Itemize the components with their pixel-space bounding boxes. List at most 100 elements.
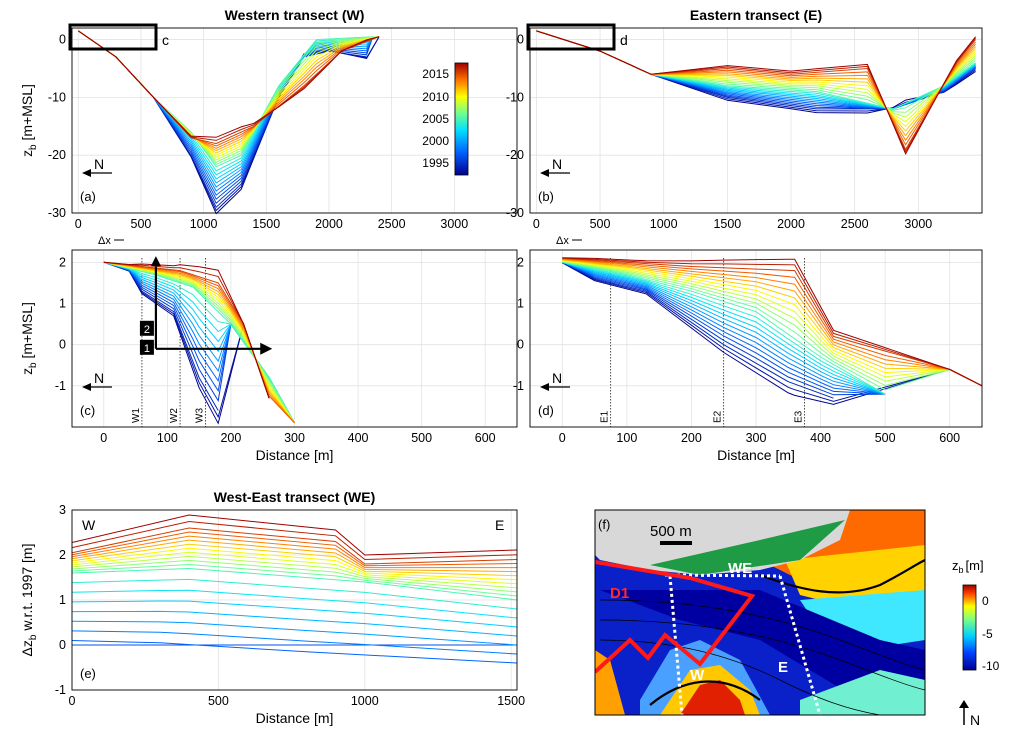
y-tick-label: -1 [55,683,66,697]
series-line-2005 [71,567,518,601]
y-axis-label-rest: [m+MSL] [19,302,35,362]
x-tick-label: 1500 [252,217,280,231]
y-axis-label-rest: w.r.t. 1997 [m] [19,544,35,635]
x-tick-label: 1500 [713,217,741,231]
map-dune-green [650,520,845,575]
end-label-west: W [82,517,96,533]
series-line-2014 [562,258,983,387]
y-tick-label: 1 [59,297,66,311]
zoom-inset-label: d [620,32,628,48]
map-colorbar-title-unit: [m] [966,558,984,573]
series-line-1994 [562,262,983,402]
map-area-label-d1: D1 [610,585,629,602]
panel-label: (a) [80,189,96,204]
y-axis-label-sub: b [28,144,39,150]
y-tick-label: 1 [59,593,66,607]
series-line-2000 [71,620,518,646]
north-arrowhead [82,169,91,177]
y-axis-label: Δzb w.r.t. 1997 [m] [19,544,39,657]
y-tick-label: 0 [59,33,66,47]
x-tick-label: 2000 [315,217,343,231]
y-tick-label: -10 [506,90,524,104]
map-panel-label: (f) [598,517,610,532]
panel-c-western-zoom: 0 100 200 300 400 500 600 2 1 0 -1 W1 W2 W3 Distance [… [19,235,518,463]
year-tick-1995: 1995 [422,156,449,170]
series-line-2006 [562,261,983,391]
delta-x-label: Δx [98,235,111,247]
vertical-arrowhead [150,256,161,267]
x-tick-label: 300 [746,431,767,445]
series-line-2017 [78,30,380,138]
series-line-1999 [562,261,886,395]
series-line-2001 [562,261,886,395]
map-colorbar [962,584,977,671]
map-transect-e [778,575,822,715]
series-line-2016 [71,520,518,561]
y-axis-label-sub: b [28,634,39,640]
transect-marker-label: E3 [793,410,804,423]
x-tick-label: 1500 [497,694,525,708]
y-axis-label-main: Δz [19,640,35,656]
north-label: N [552,156,562,172]
map-colorbar-title: z [952,558,959,573]
transect-marker-label: E2 [713,410,724,423]
x-axis-label: Distance [m] [717,447,795,463]
year-tick-2010: 2010 [422,90,449,104]
plot-frame [529,27,983,214]
plot-frame [71,249,518,428]
x-tick-label: 400 [810,431,831,445]
y-tick-label: -20 [506,148,524,162]
series-line-2009 [562,260,983,387]
map-colorbar-tick-5: -5 [982,627,993,641]
series-line-2005 [103,261,295,424]
x-tick-label: 300 [284,431,305,445]
x-tick-label: 2500 [841,217,869,231]
end-label-east: E [495,517,504,533]
x-axis-label: Distance [m] [256,447,334,463]
x-tick-label: 500 [411,431,432,445]
zoom-inset-label: c [162,32,169,48]
map-area-d1-outline [595,560,756,674]
x-tick-label: 400 [348,431,369,445]
x-tick-label: 500 [590,217,611,231]
zoom-inset-box [526,23,616,51]
map-transect-label-w: W [690,667,705,684]
map-contour-3 [599,639,881,715]
x-tick-label: 100 [157,431,178,445]
map-north-arrowhead [959,700,969,708]
series-line-2012 [71,539,518,573]
series-line-2016 [562,257,983,387]
y-axis-label-main: z [19,368,35,375]
series-line-2011 [71,543,518,577]
series-line-1997 [562,261,886,395]
series-line-2017 [536,30,976,156]
series-line-2007 [562,261,983,387]
transect-marker-label: E1 [600,410,611,423]
series-line-2006 [71,563,518,597]
map-transect-label-we: WE [728,560,752,577]
year-tick-2015: 2015 [422,67,449,81]
series-line-2017 [103,261,270,399]
series-line-1998 [562,261,886,395]
y-tick-label: 2 [59,255,66,269]
series-line-2008 [71,555,518,589]
series-line-2007 [71,559,518,593]
series-line-2005 [562,261,886,395]
panel-d-eastern-zoom: 0 100 200 300 400 500 600 2 1 0 -1 E1 E2 E3 Distance [… [513,235,983,463]
transect-marker-label: W2 [169,408,180,423]
series-line-2004 [71,578,518,610]
y-axis-label: zb [m+MSL] [19,302,39,375]
chart-title: West-East transect (WE) [214,489,376,505]
north-label: N [94,156,104,172]
y-tick-label: -1 [513,379,524,393]
plot-frame [529,249,983,428]
panel-label: (c) [80,403,95,418]
y-tick-label: 0 [517,33,524,47]
map-south-bank-core [680,680,745,715]
plot-frame [71,27,518,214]
series-line-2014 [71,531,518,567]
y-tick-label: -1 [55,379,66,393]
panel-b-eastern-transect: 0 500 1000 1500 2000 2500 3000 0 -10 -20 -30 Easter… [506,7,983,231]
series-line-2003 [562,261,886,395]
